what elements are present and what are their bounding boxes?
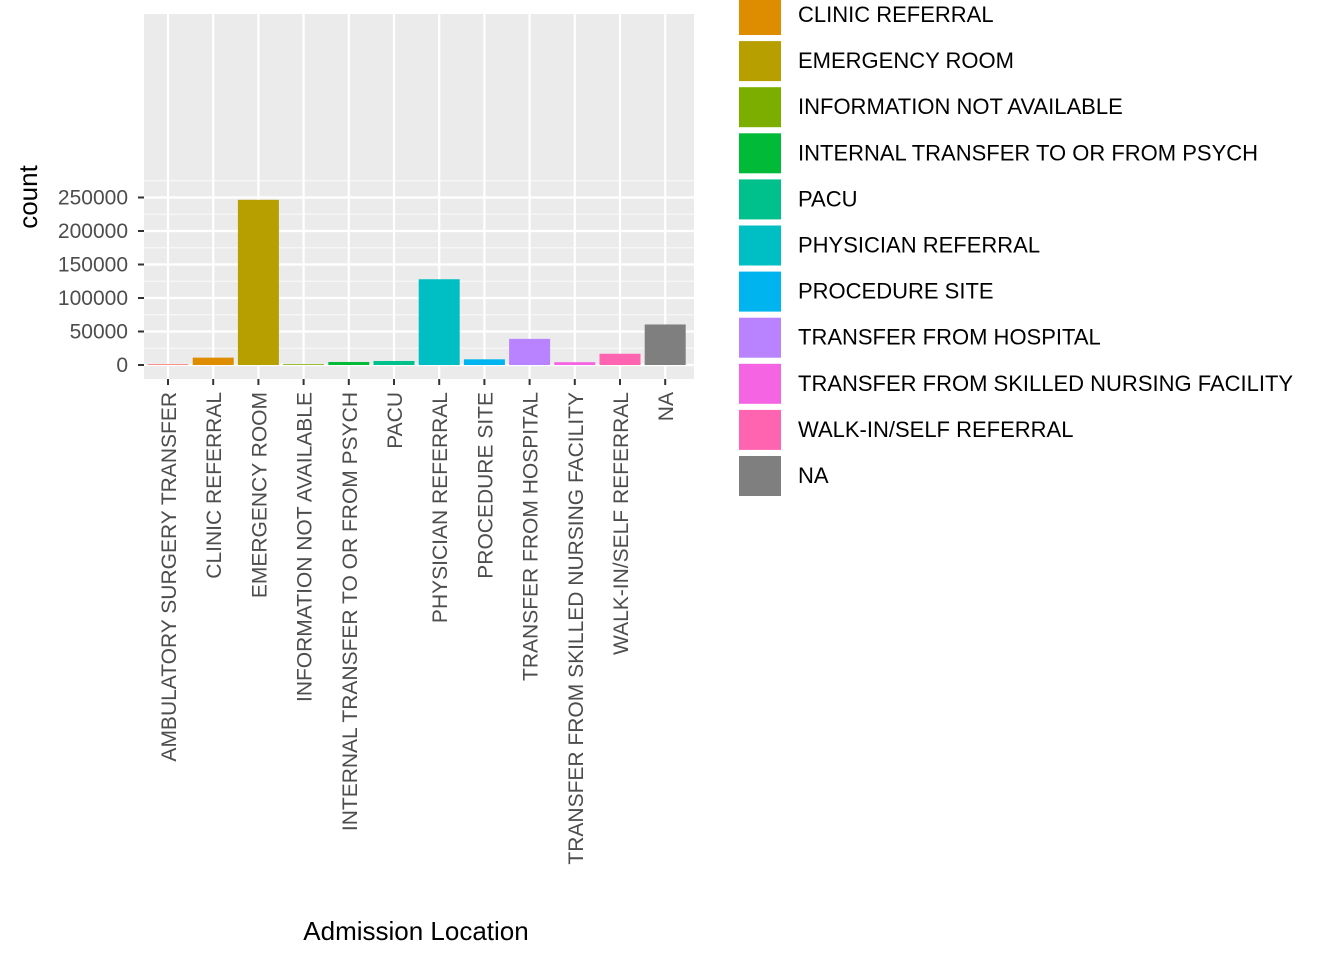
y-axis-title: count — [13, 164, 43, 228]
legend-key — [739, 271, 781, 312]
legend-item: PHYSICIAN REFERRAL — [739, 225, 1040, 266]
legend-label: PHYSICIAN REFERRAL — [798, 233, 1040, 258]
legend-label: EMERGENCY ROOM — [798, 48, 1014, 73]
y-tick-label: 250000 — [58, 187, 128, 210]
legend-key — [739, 225, 781, 266]
legend-key — [739, 363, 781, 404]
legend-key — [739, 41, 781, 82]
legend-label: WALK-IN/SELF REFERRAL — [798, 417, 1073, 442]
legend-item: PACU — [739, 179, 858, 220]
bar — [554, 362, 596, 365]
y-tick-label: 150000 — [58, 254, 128, 277]
x-tick-label: AMBULATORY SURGERY TRANSFER — [158, 392, 181, 762]
legend-label: NA — [798, 463, 829, 488]
legend-key — [739, 179, 781, 220]
legend-key — [739, 317, 781, 358]
bar — [328, 361, 370, 365]
x-tick-label: INTERNAL TRANSFER TO OR FROM PSYCH — [339, 392, 362, 831]
legend-item: PROCEDURE SITE — [739, 271, 994, 312]
bar — [463, 359, 505, 365]
x-tick-label: NA — [655, 392, 678, 421]
legend-key — [739, 409, 781, 450]
legend-label: INTERNAL TRANSFER TO OR FROM PSYCH — [798, 140, 1258, 165]
bar — [283, 364, 325, 365]
legend-item: INFORMATION NOT AVAILABLE — [739, 87, 1123, 128]
legend-label: INFORMATION NOT AVAILABLE — [798, 94, 1123, 119]
bar — [373, 360, 415, 365]
legend-item: CLINIC REFERRAL — [739, 0, 994, 35]
legend-item: NA — [739, 456, 829, 496]
bars — [147, 199, 686, 365]
legend-item: EMERGENCY ROOM — [739, 41, 1014, 82]
x-axis-title: Admission Location — [303, 916, 528, 946]
bar — [599, 353, 641, 365]
bar — [418, 279, 460, 365]
x-tick-label: EMERGENCY ROOM — [248, 392, 271, 598]
legend-label: PACU — [798, 186, 858, 211]
x-tick-label: TRANSFER FROM SKILLED NURSING FACILITY — [565, 392, 588, 865]
legend-item: TRANSFER FROM HOSPITAL — [739, 317, 1101, 358]
y-tick-label: 0 — [116, 354, 128, 377]
legend-label: TRANSFER FROM HOSPITAL — [798, 325, 1101, 350]
x-tick-label: PACU — [384, 392, 407, 449]
x-tick-label: INFORMATION NOT AVAILABLE — [294, 392, 317, 702]
x-tick-label: WALK-IN/SELF REFERRAL — [610, 392, 633, 655]
legend-item: TRANSFER FROM SKILLED NURSING FACILITY — [739, 363, 1293, 404]
bar — [147, 364, 189, 365]
legend-label: TRANSFER FROM SKILLED NURSING FACILITY — [798, 371, 1293, 396]
legend-label: PROCEDURE SITE — [798, 279, 994, 304]
legend-key — [739, 456, 781, 496]
bar — [509, 338, 551, 365]
legend-key — [739, 0, 781, 35]
y-tick-label: 200000 — [58, 220, 128, 243]
x-axis: AMBULATORY SURGERY TRANSFER CLINIC REFERR… — [158, 379, 678, 865]
y-tick-label: 50000 — [70, 321, 128, 344]
legend-item: WALK-IN/SELF REFERRAL — [739, 409, 1073, 450]
bar — [237, 199, 279, 365]
legend-key — [739, 133, 781, 174]
bar — [644, 324, 686, 365]
legend-item: INTERNAL TRANSFER TO OR FROM PSYCH — [739, 133, 1258, 174]
legend-key — [739, 87, 781, 128]
x-tick-label: PHYSICIAN REFERRAL — [429, 392, 452, 623]
legend-label: CLINIC REFERRAL — [798, 2, 994, 27]
bar — [192, 357, 234, 365]
x-tick-label: PROCEDURE SITE — [474, 392, 497, 579]
x-tick-label: CLINIC REFERRAL — [203, 392, 226, 579]
y-axis: 0 50000 100000 150000 200000 250000 — [58, 187, 144, 377]
legend: CLINIC REFERRAL EMERGENCY ROOM INFORMATION… — [739, 0, 1293, 496]
y-tick-label: 100000 — [58, 287, 128, 310]
x-tick-label: TRANSFER FROM HOSPITAL — [520, 392, 543, 681]
